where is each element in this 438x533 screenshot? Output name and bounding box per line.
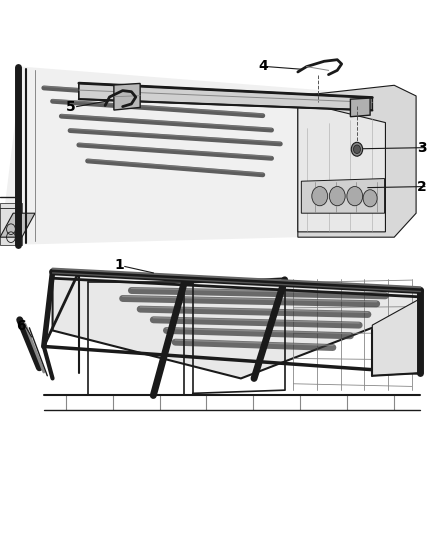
- Polygon shape: [372, 298, 420, 376]
- Circle shape: [329, 187, 345, 206]
- Polygon shape: [298, 101, 385, 232]
- Polygon shape: [0, 203, 22, 245]
- Circle shape: [347, 187, 363, 206]
- Circle shape: [312, 187, 328, 206]
- Circle shape: [363, 190, 377, 207]
- Polygon shape: [301, 179, 385, 213]
- Polygon shape: [298, 85, 416, 237]
- Bar: [0, 269, 438, 533]
- Polygon shape: [0, 213, 35, 237]
- Text: 3: 3: [417, 141, 427, 155]
- Circle shape: [351, 142, 363, 156]
- Polygon shape: [79, 83, 372, 110]
- Text: 2: 2: [417, 180, 427, 193]
- Text: 5: 5: [66, 100, 76, 114]
- Polygon shape: [114, 83, 140, 110]
- Text: 1: 1: [114, 259, 124, 272]
- Text: 4: 4: [258, 59, 268, 73]
- Text: 6: 6: [16, 319, 25, 333]
- Polygon shape: [0, 67, 394, 245]
- Polygon shape: [350, 98, 370, 117]
- Circle shape: [353, 145, 360, 154]
- Polygon shape: [53, 272, 420, 378]
- Bar: [0, 0, 438, 269]
